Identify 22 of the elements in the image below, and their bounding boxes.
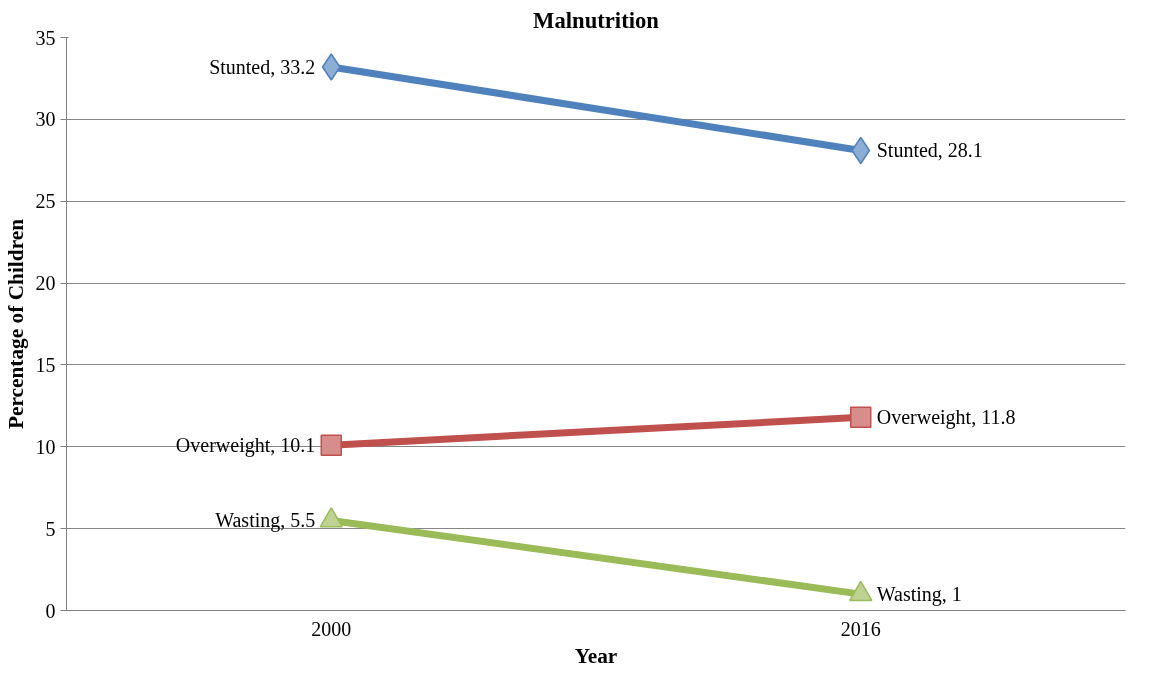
data-label: Stunted, 33.2: [209, 55, 316, 78]
data-label: Wasting, 5.5: [215, 509, 316, 533]
y-tick-label: 0: [45, 599, 56, 622]
y-tick-label: 15: [35, 353, 56, 376]
y-tick-label: 10: [35, 435, 56, 458]
data-label: Wasting, 1: [876, 583, 962, 607]
point: [320, 434, 342, 456]
point: [321, 53, 341, 81]
x-tick-label: 2016: [840, 617, 881, 640]
data-label: Overweight, 10.1: [175, 434, 316, 458]
y-tick-label: 30: [35, 108, 56, 131]
y-tick-label: 25: [35, 190, 56, 213]
chart-title: Malnutrition: [533, 7, 660, 33]
y-tick-label: 35: [35, 26, 56, 49]
point: [850, 406, 872, 429]
data-label: Overweight, 11.8: [876, 406, 1016, 430]
y-axis-title: Percentage of Children: [3, 218, 28, 430]
x-tick-label: 2000: [311, 617, 352, 640]
y-tick-label: 20: [35, 272, 56, 295]
x-axis-title: Year: [574, 643, 618, 668]
data-label: Stunted, 28.1: [876, 139, 983, 162]
y-tick-label: 5: [45, 517, 56, 540]
